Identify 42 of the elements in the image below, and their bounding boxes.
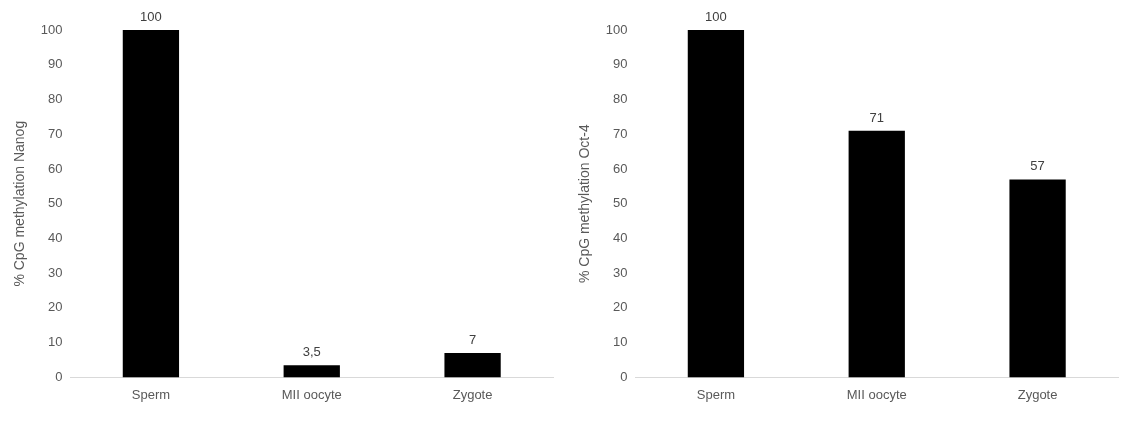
y-tick-label: 50 xyxy=(613,195,628,211)
data-label: 100 xyxy=(705,9,727,25)
y-tick-label: 100 xyxy=(40,21,63,37)
bar xyxy=(283,365,340,378)
data-label: 100 xyxy=(140,9,162,25)
y-tick-label: 30 xyxy=(48,264,63,280)
y-tick-label: 20 xyxy=(48,299,63,315)
y-tick-label: 30 xyxy=(613,264,628,280)
x-tick-label: MII oocyte xyxy=(281,386,342,402)
bar xyxy=(848,130,905,378)
x-tick-label: Sperm xyxy=(696,386,736,402)
data-label: 7 xyxy=(468,332,477,348)
y-tick-label: 80 xyxy=(48,91,63,107)
bar xyxy=(687,30,745,378)
x-tick-label: Zygote xyxy=(1017,386,1058,402)
y-tick-label: 60 xyxy=(613,160,628,176)
y-axis-title: % CpG methylation Nanog xyxy=(11,120,28,287)
y-tick-label: 60 xyxy=(48,160,63,176)
data-label: 3,5 xyxy=(302,344,321,360)
y-tick-label: 0 xyxy=(55,368,63,384)
y-tick-label: 70 xyxy=(48,125,63,141)
x-tick-label: MII oocyte xyxy=(846,386,907,402)
y-tick-label: 90 xyxy=(48,56,63,72)
data-label: 57 xyxy=(1030,158,1045,174)
x-tick-label: Zygote xyxy=(452,386,493,402)
y-tick-label: 10 xyxy=(48,334,63,350)
y-tick-label: 20 xyxy=(613,299,628,315)
y-tick-label: 10 xyxy=(613,334,628,350)
bar xyxy=(122,30,180,378)
y-tick-label: 40 xyxy=(613,230,628,246)
data-label: 71 xyxy=(869,109,884,125)
y-tick-label: 40 xyxy=(48,230,63,246)
x-tick-label: Sperm xyxy=(131,386,171,402)
y-tick-label: 70 xyxy=(613,125,628,141)
bar xyxy=(1009,179,1066,378)
y-tick-label: 100 xyxy=(605,21,628,37)
y-axis-title: % CpG methylation Oct-4 xyxy=(576,124,593,284)
y-tick-label: 90 xyxy=(613,56,628,72)
y-tick-label: 80 xyxy=(613,91,628,107)
bar xyxy=(444,353,501,378)
y-tick-label: 0 xyxy=(620,368,628,384)
y-tick-label: 50 xyxy=(48,195,63,211)
